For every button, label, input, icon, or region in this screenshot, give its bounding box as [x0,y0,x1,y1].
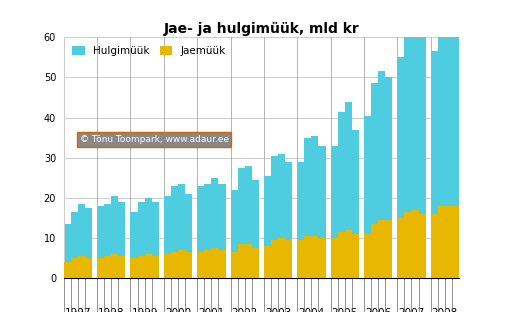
Bar [330,145,337,278]
Bar [171,252,178,278]
Bar [418,214,425,278]
Bar [171,186,178,278]
Bar [430,214,437,278]
Bar [377,220,384,278]
Bar [363,115,371,278]
Bar [418,32,425,278]
Bar [263,246,270,278]
Bar [104,256,111,278]
Bar [311,135,318,278]
Bar [237,244,244,278]
Bar [64,262,71,278]
Bar [145,254,151,278]
Bar [451,15,458,278]
Bar [285,240,292,278]
Bar [197,186,204,278]
Bar [85,258,92,278]
Bar [71,258,78,278]
Bar [444,206,451,278]
Bar [411,22,418,278]
Bar [270,240,277,278]
Bar [185,193,192,278]
Bar [277,238,285,278]
Bar [384,77,391,278]
Bar [71,212,78,278]
Bar [451,206,458,278]
Bar [64,224,71,278]
Bar [318,238,325,278]
Bar [270,156,277,278]
Bar [118,256,125,278]
Bar [437,206,444,278]
Bar [204,250,211,278]
Bar [230,252,237,278]
Bar [244,244,251,278]
Bar [163,196,171,278]
Bar [185,252,192,278]
Bar [397,57,404,278]
Bar [130,212,137,278]
Bar [330,238,337,278]
Bar [137,202,145,278]
Bar [151,256,158,278]
Bar [78,204,85,278]
Bar [371,84,377,278]
Title: Jae- ja hulgimüük, mld kr: Jae- ja hulgimüük, mld kr [163,22,358,36]
Bar [218,250,225,278]
Bar [151,202,158,278]
Bar [97,258,104,278]
Bar [384,220,391,278]
Bar [404,212,411,278]
Bar [318,145,325,278]
Bar [351,234,358,278]
Bar [377,71,384,278]
Bar [111,254,118,278]
Bar [178,250,185,278]
Bar [304,236,311,278]
Bar [351,129,358,278]
Bar [244,166,251,278]
Bar [411,210,418,278]
Bar [130,258,137,278]
Bar [363,234,371,278]
Bar [337,111,344,278]
Bar [97,206,104,278]
Bar [145,197,151,278]
Bar [85,207,92,278]
Bar [251,180,259,278]
Bar [337,232,344,278]
Legend: Hulgimüük, Jaemüük: Hulgimüük, Jaemüük [69,43,229,59]
Bar [297,240,304,278]
Bar [204,183,211,278]
Bar [104,204,111,278]
Bar [285,162,292,278]
Bar [137,256,145,278]
Bar [197,252,204,278]
Bar [444,22,451,278]
Bar [430,51,437,278]
Bar [211,248,218,278]
Bar [404,27,411,278]
Bar [230,190,237,278]
Bar [344,230,351,278]
Bar [277,154,285,278]
Bar [178,183,185,278]
Bar [118,202,125,278]
Bar [371,224,377,278]
Bar [251,248,259,278]
Bar [311,236,318,278]
Bar [211,178,218,278]
Bar [163,254,171,278]
Text: © Tõnu Toompark, www.adaur.ee: © Tõnu Toompark, www.adaur.ee [79,135,228,144]
Bar [263,176,270,278]
Bar [111,196,118,278]
Bar [304,138,311,278]
Bar [237,168,244,278]
Bar [344,101,351,278]
Bar [297,162,304,278]
Bar [437,13,444,278]
Bar [218,183,225,278]
Bar [78,256,85,278]
Bar [397,218,404,278]
